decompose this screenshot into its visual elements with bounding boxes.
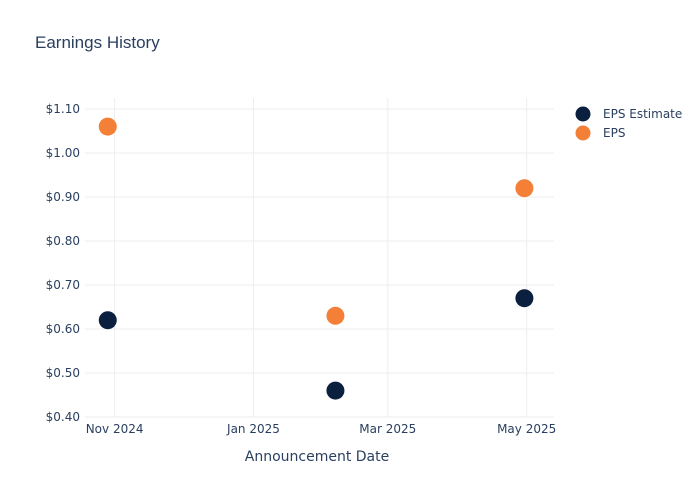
legend-item[interactable]: EPS Estimate [575,106,683,122]
legend-label: EPS Estimate [603,107,682,121]
y-tick-label: $0.60 [46,322,80,336]
x-axis-title: Announcement Date [245,449,389,465]
eps-estimate-point[interactable] [515,289,534,308]
y-tick-label: $1.10 [46,102,80,116]
grid-lines [85,98,554,418]
x-tick-label: May 2025 [497,422,556,436]
eps-point[interactable] [98,117,117,136]
x-tick-label: Jan 2025 [226,422,280,436]
eps-point[interactable] [326,306,345,325]
eps-point[interactable] [515,179,534,198]
y-tick-label: $0.80 [46,234,80,248]
x-tick-label: Nov 2024 [86,422,144,436]
chart-title: Earnings History [35,33,160,52]
y-tick-label: $0.50 [46,366,80,380]
legend[interactable]: EPS Estimate EPS [575,106,683,141]
y-tick-label: $0.90 [46,190,80,204]
legend-label: EPS [603,126,625,140]
y-tick-label: $0.70 [46,278,80,292]
y-axis-ticks: $0.40 $0.50 $0.60 $0.70 $0.80 $0.90 $1.00 $1.10 [46,102,80,424]
legend-marker [575,125,591,141]
y-tick-label: $0.40 [46,410,80,424]
data-points [98,117,534,400]
legend-item[interactable]: EPS [575,125,626,141]
x-tick-label: Mar 2025 [359,422,416,436]
eps-estimate-point[interactable] [98,311,117,330]
legend-marker [575,106,591,122]
x-axis-ticks: Nov 2024 Jan 2025 Mar 2025 May 2025 [86,422,557,436]
y-tick-label: $1.00 [46,146,80,160]
eps-estimate-point[interactable] [326,381,345,400]
